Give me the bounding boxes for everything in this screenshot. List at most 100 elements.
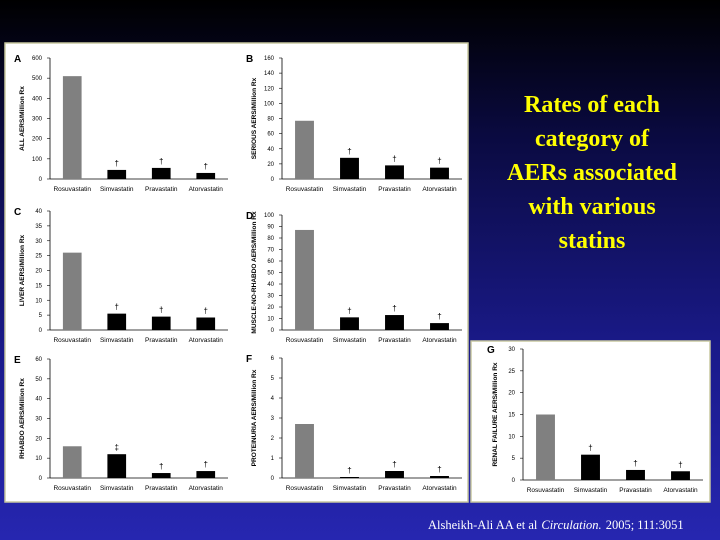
y-tick-label: 30 — [35, 417, 42, 423]
significance-marker: † — [678, 460, 682, 469]
bar — [107, 313, 127, 330]
significance-marker: † — [204, 460, 208, 469]
bar — [626, 469, 645, 480]
significance-marker: † — [633, 459, 637, 468]
significance-marker: † — [347, 147, 351, 156]
bar — [671, 471, 690, 480]
x-tick-label: Simvastatin — [100, 186, 134, 193]
y-tick-label: 90 — [267, 225, 274, 231]
y-axis-title: MUSCLE-NO-RHABDO AERS/Million Rx — [251, 211, 258, 334]
bar — [340, 157, 359, 179]
y-axis-title: LIVER AERS/Million Rx — [19, 234, 26, 306]
y-tick-label: 10 — [267, 317, 274, 323]
bar — [62, 76, 82, 179]
x-tick-label: Atorvastatin — [422, 337, 457, 344]
x-tick-label: Pravastatin — [378, 485, 411, 492]
bar — [340, 317, 359, 330]
slide-title: Rates of each category of AERs associate… — [480, 88, 704, 258]
title-line: statins — [558, 228, 626, 254]
x-tick-label: Simvastatin — [333, 337, 367, 344]
bar — [151, 316, 171, 330]
y-tick-label: 25 — [508, 369, 515, 375]
y-tick-label: 60 — [35, 357, 42, 363]
bar — [340, 477, 359, 478]
significance-marker: † — [159, 157, 163, 166]
significance-marker: † — [159, 462, 163, 471]
bar — [107, 454, 127, 478]
x-tick-label: Atorvastatin — [422, 485, 457, 492]
significance-marker: † — [347, 306, 351, 315]
citation: Alsheikh-Ali AA et al Circulation. 2005; 1… — [428, 518, 716, 533]
y-tick-label: 30 — [508, 347, 515, 353]
x-tick-label: Atorvastatin — [189, 186, 224, 193]
x-tick-label: Rosuvastatin — [286, 186, 324, 193]
y-tick-label: 0 — [39, 476, 43, 482]
y-tick-label: 20 — [267, 162, 274, 168]
panel-letter: C — [14, 207, 21, 218]
y-tick-label: 500 — [32, 76, 43, 82]
y-tick-label: 0 — [39, 328, 43, 334]
bar — [385, 315, 404, 330]
significance-marker: ‡ — [115, 443, 119, 452]
x-tick-label: Simvastatin — [333, 186, 367, 193]
panel-letter: E — [14, 355, 21, 366]
bar — [581, 454, 600, 480]
y-tick-label: 120 — [264, 86, 275, 92]
bar — [151, 167, 171, 179]
y-tick-label: 600 — [32, 56, 43, 62]
title-line: Rates of each — [524, 92, 660, 118]
x-tick-label: Simvastatin — [333, 485, 367, 492]
y-tick-label: 0 — [39, 177, 43, 183]
bar — [430, 167, 449, 179]
x-tick-label: Simvastatin — [100, 485, 134, 492]
significance-marker: † — [437, 312, 441, 321]
y-tick-label: 50 — [267, 271, 274, 277]
bar — [430, 476, 449, 478]
y-axis-title: PROTEINURIA AERS/Million Rx — [251, 369, 258, 466]
x-tick-label: Rosuvastatin — [53, 337, 91, 344]
significance-marker: † — [347, 466, 351, 475]
y-tick-label: 10 — [508, 434, 515, 440]
significance-marker: † — [437, 465, 441, 474]
y-tick-label: 6 — [271, 356, 275, 362]
x-tick-label: Rosuvastatin — [286, 485, 324, 492]
significance-marker: † — [204, 307, 208, 316]
significance-marker: † — [159, 306, 163, 315]
y-tick-label: 2 — [271, 436, 275, 442]
y-tick-label: 35 — [35, 224, 42, 230]
y-tick-label: 40 — [35, 397, 42, 403]
x-tick-label: Pravastatin — [378, 337, 411, 344]
y-tick-label: 15 — [508, 413, 515, 419]
x-tick-label: Rosuvastatin — [527, 487, 565, 494]
significance-marker: † — [115, 159, 119, 168]
significance-marker: † — [588, 444, 592, 453]
y-axis-title: RENAL FAILURE AERS/Million Rx — [492, 362, 499, 466]
y-tick-label: 0 — [271, 476, 275, 482]
bar — [295, 120, 314, 179]
citation-ref: 2005; 111:3051 — [605, 518, 684, 532]
bar — [536, 414, 555, 480]
x-tick-label: Pravastatin — [145, 186, 178, 193]
y-tick-label: 1 — [271, 456, 275, 462]
x-tick-label: Pravastatin — [145, 485, 178, 492]
y-tick-label: 30 — [35, 239, 42, 245]
y-axis-title: SERIOUS AERS/Million Rx — [251, 77, 258, 159]
y-tick-label: 20 — [35, 436, 42, 442]
x-tick-label: Pravastatin — [145, 337, 178, 344]
y-axis-title: RHABDO AERS/Million Rx — [19, 378, 26, 459]
y-tick-label: 160 — [264, 56, 275, 62]
x-tick-label: Simvastatin — [574, 487, 608, 494]
bar — [430, 323, 449, 330]
y-tick-label: 30 — [267, 294, 274, 300]
y-tick-label: 40 — [267, 282, 274, 288]
significance-marker: † — [115, 303, 119, 312]
y-tick-label: 15 — [35, 283, 42, 289]
y-axis-title: ALL AERS/Million Rx — [19, 86, 26, 151]
bar — [385, 165, 404, 179]
x-tick-label: Rosuvastatin — [53, 485, 91, 492]
panel-letter: D — [246, 211, 253, 222]
y-tick-label: 400 — [32, 96, 43, 102]
y-tick-label: 60 — [267, 259, 274, 265]
